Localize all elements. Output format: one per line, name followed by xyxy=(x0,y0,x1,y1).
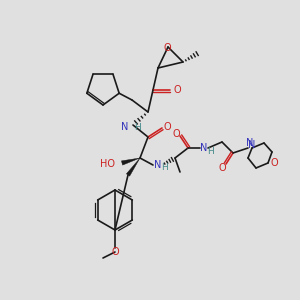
Text: N: N xyxy=(200,143,208,153)
Text: H: H xyxy=(207,146,213,155)
Text: O: O xyxy=(111,247,119,257)
Text: N: N xyxy=(248,140,256,150)
Text: N: N xyxy=(121,122,128,132)
Text: H: H xyxy=(134,124,141,133)
Text: N: N xyxy=(154,160,162,170)
Text: O: O xyxy=(163,43,171,53)
Polygon shape xyxy=(122,158,140,165)
Text: O: O xyxy=(163,122,171,132)
Text: O: O xyxy=(270,158,278,168)
Text: O: O xyxy=(172,129,180,139)
Text: H: H xyxy=(160,164,167,172)
Polygon shape xyxy=(126,158,140,176)
Text: O: O xyxy=(173,85,181,95)
Text: O: O xyxy=(218,163,226,173)
Text: HO: HO xyxy=(100,159,115,169)
Text: N: N xyxy=(246,138,254,148)
